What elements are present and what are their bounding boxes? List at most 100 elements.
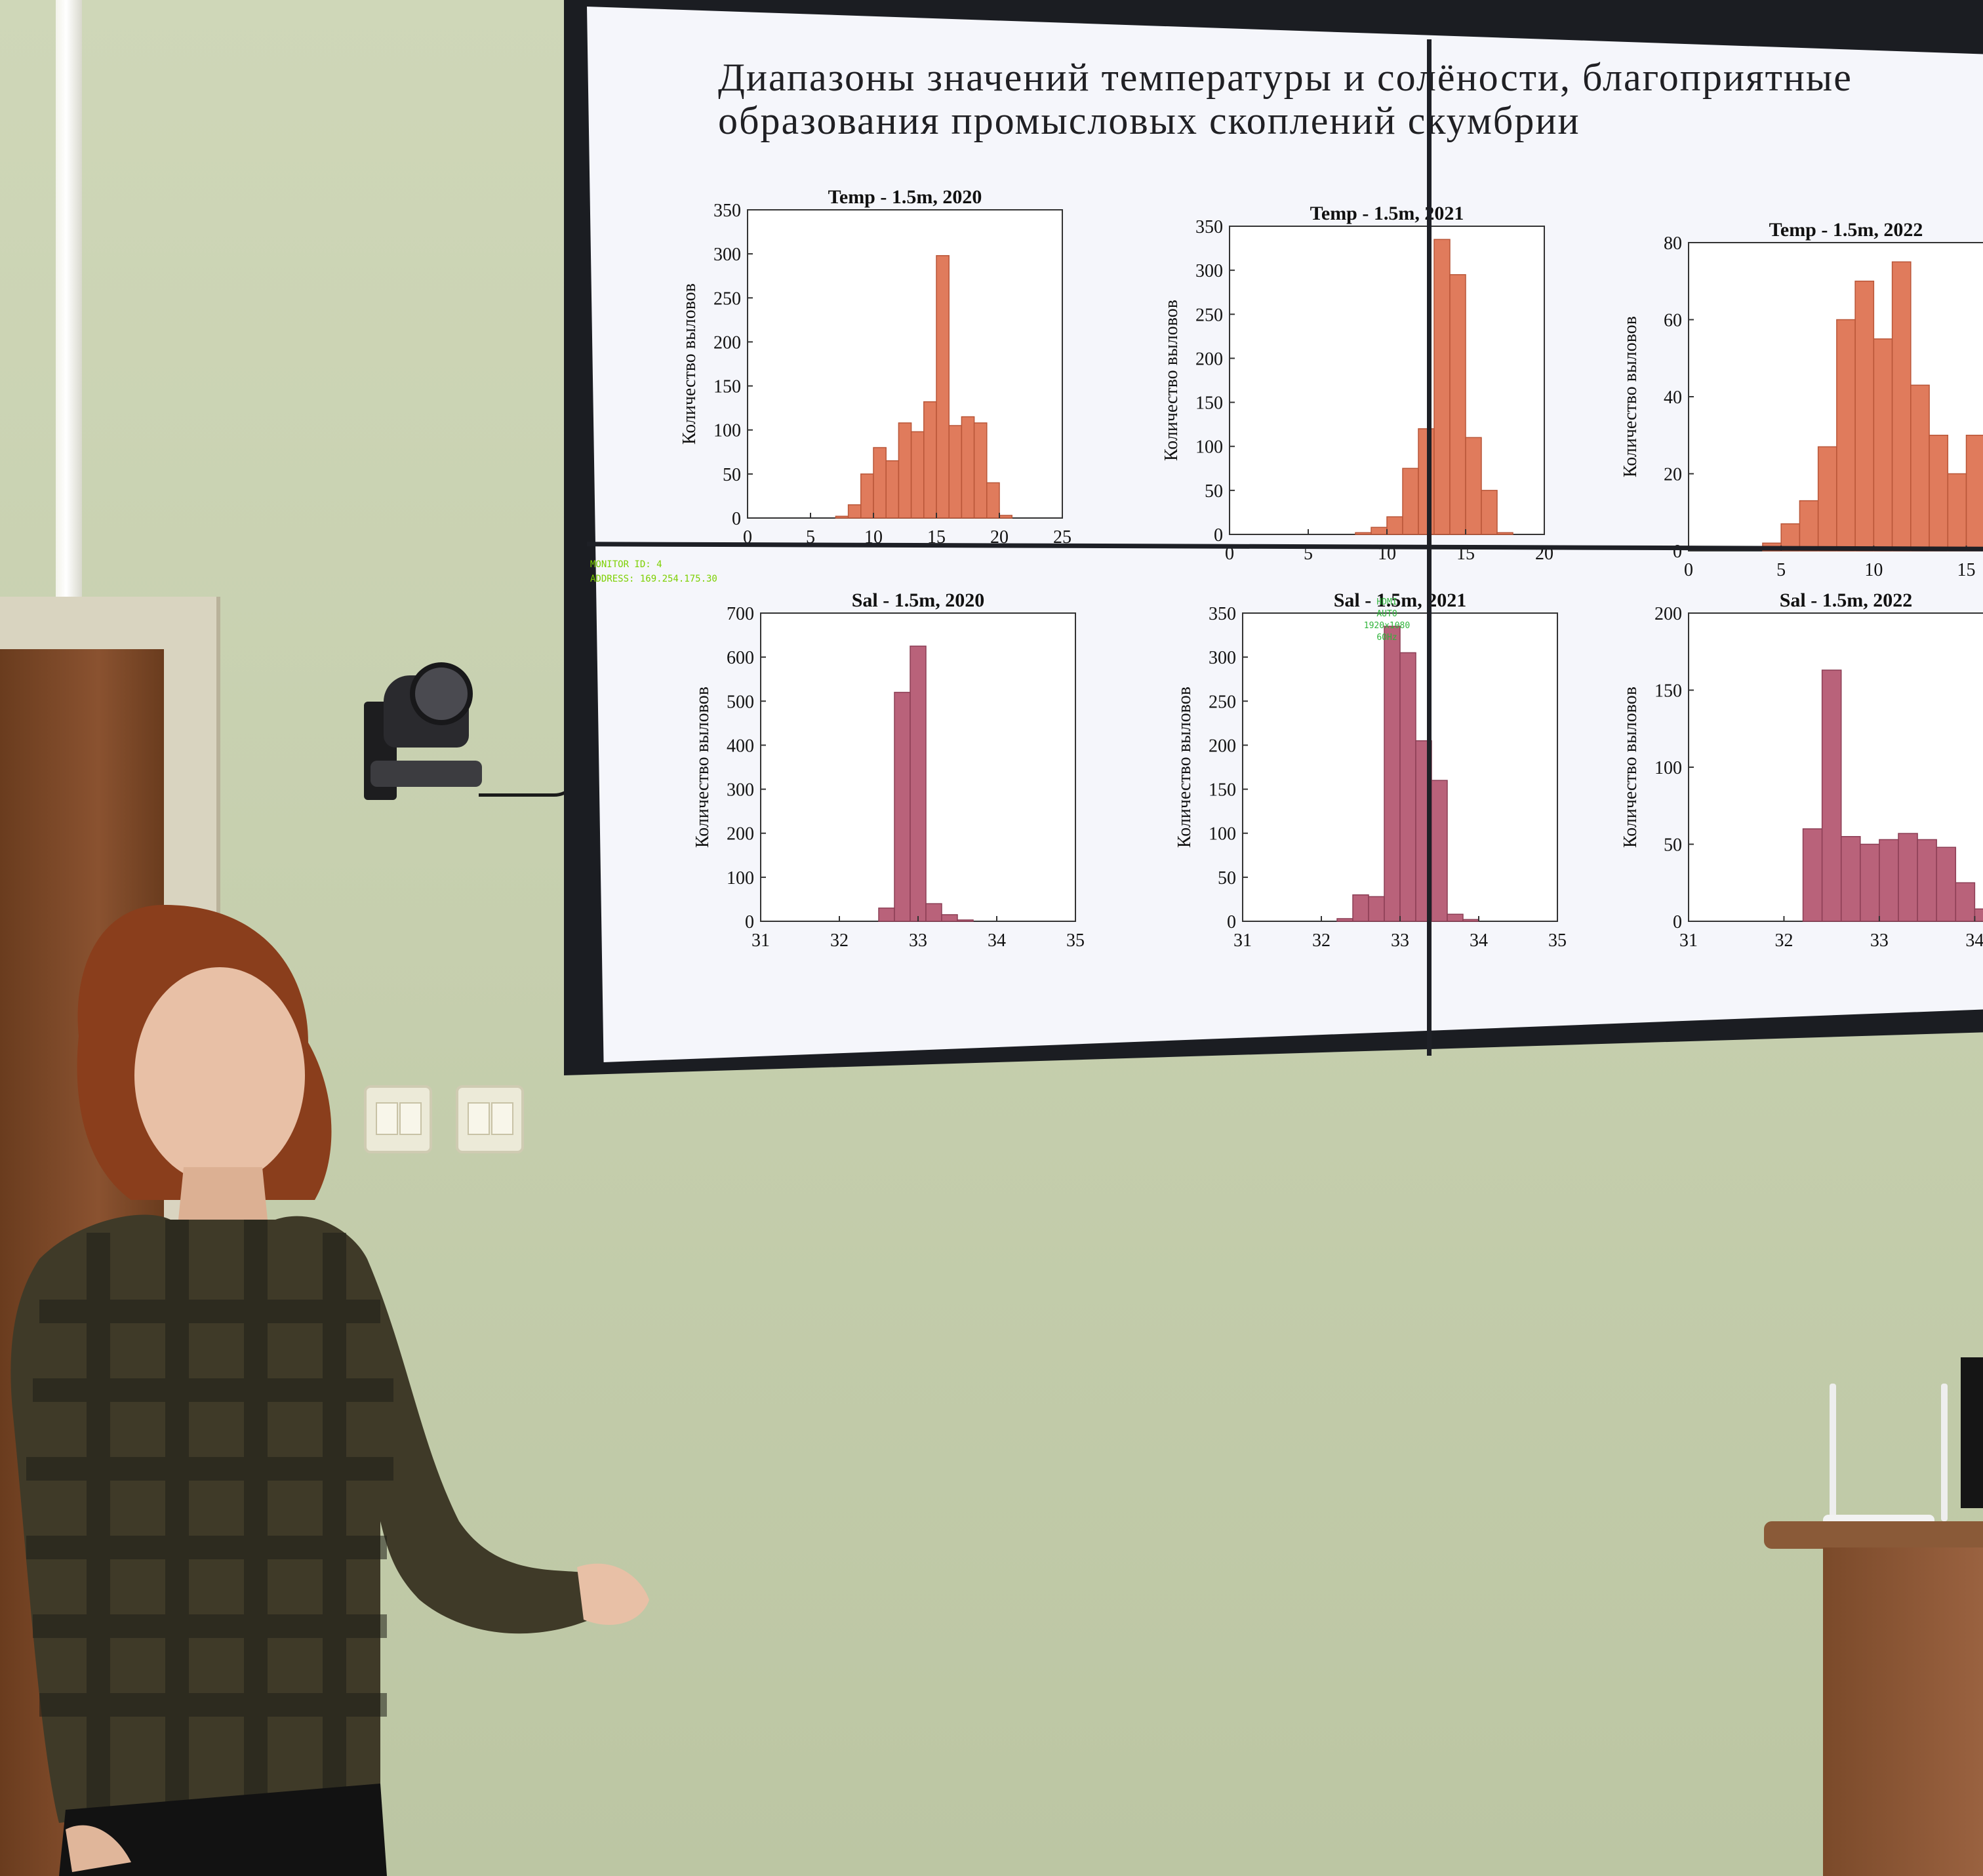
- histogram-bar: [973, 422, 988, 519]
- histogram-bar: [1368, 896, 1385, 922]
- histogram-bar: [1465, 437, 1482, 535]
- y-axis-label: Количество выловов: [1620, 687, 1641, 848]
- y-tick-label: 250: [1209, 692, 1236, 712]
- conference-camera: [364, 662, 482, 800]
- histogram-bar: [898, 422, 912, 519]
- x-tick-label: 0: [1684, 560, 1693, 580]
- chart-title: Sal - 1.5m, 2022: [1780, 589, 1913, 611]
- histogram-bar: [910, 645, 927, 922]
- histogram-temp-2022: Temp - 1.5m, 2022 0 20 40 60 80 0 5 10 15 Количест…: [1610, 216, 1983, 613]
- histogram-bar: [835, 515, 849, 519]
- y-axis-label: Количество выловов: [679, 283, 700, 445]
- y-tick-label: 50: [1664, 835, 1682, 856]
- histogram-bar: [1917, 839, 1937, 922]
- osd-monitor-id: MONITOR ID: 4: [590, 559, 662, 570]
- y-tick-label: 0: [1227, 912, 1236, 932]
- histogram-bar: [1929, 435, 1949, 551]
- switch-rocker[interactable]: [491, 1102, 513, 1135]
- y-tick-label: 0: [732, 509, 741, 529]
- y-tick-label: 100: [1654, 758, 1682, 778]
- osd-address: ADDRESS: 169.254.175.30: [590, 574, 717, 584]
- x-tick-label: 34: [988, 930, 1006, 951]
- presenter-shirt-plaid: [26, 1220, 393, 1816]
- presenter-neck: [177, 1167, 269, 1233]
- histogram-bar: [873, 447, 887, 519]
- chart-title: Temp - 1.5m, 2020: [828, 186, 982, 208]
- y-tick-label: 400: [727, 736, 754, 756]
- histogram-bar: [860, 473, 874, 519]
- y-tick-label: 200: [1209, 736, 1236, 756]
- histogram-bar: [986, 482, 1000, 519]
- switch-rocker[interactable]: [399, 1102, 422, 1135]
- y-tick-label: 150: [713, 377, 741, 397]
- histogram-svg: Sal - 1.5m, 2020 0 100 200 300 400 500 600 700 31…: [692, 589, 1085, 951]
- y-tick-label: 100: [727, 868, 754, 888]
- y-axis-label: Количество выловов: [1620, 316, 1641, 477]
- histogram-bar: [1355, 532, 1372, 535]
- desk: [1764, 1521, 1983, 1876]
- slide-title-line-1: Диапазоны значений температуры и солёнос…: [718, 56, 1853, 99]
- camera-lens-icon: [410, 662, 473, 725]
- y-tick-label: 350: [1195, 217, 1223, 237]
- histogram-bar: [1860, 843, 1880, 922]
- y-tick-label: 350: [1209, 604, 1236, 624]
- y-tick-label: 350: [713, 201, 741, 221]
- switch-rocker[interactable]: [468, 1102, 490, 1135]
- light-switch-right[interactable]: [456, 1085, 524, 1153]
- x-tick-label: 31: [1679, 930, 1698, 951]
- histogram-sal-2021: Sal - 1.5m, 2021 0 50 100 150 200 250 300 350 31 3…: [1164, 587, 1571, 984]
- histogram-bar: [1817, 446, 1837, 551]
- x-tick-label: 31: [751, 930, 770, 951]
- y-axis-label: Количество выловов: [1174, 687, 1195, 848]
- histogram-bar: [1386, 516, 1403, 535]
- histogram-bar: [894, 692, 911, 922]
- histogram-bar: [1955, 882, 1976, 922]
- y-tick-label: 700: [727, 604, 754, 624]
- histogram-bar: [1836, 319, 1856, 551]
- histogram-bar: [1974, 908, 1983, 922]
- y-tick-label: 600: [727, 648, 754, 668]
- histogram-bar: [957, 919, 974, 922]
- osd-green-line: 60Hz: [1376, 633, 1397, 643]
- histogram-bar: [1854, 281, 1875, 551]
- histogram-bar: [1402, 468, 1419, 535]
- histogram-bar: [925, 903, 942, 922]
- histogram-svg: Sal - 1.5m, 2021 0 50 100 150 200 250 300 350 31 3…: [1174, 589, 1567, 951]
- y-tick-label: 500: [727, 692, 754, 712]
- y-tick-label: 50: [723, 465, 741, 485]
- desk-body: [1823, 1547, 1983, 1876]
- histogram-bar: [1910, 384, 1930, 551]
- histogram-bar: [1873, 338, 1893, 551]
- monitor-edge: [1961, 1357, 1983, 1508]
- x-tick-label: 35: [1548, 930, 1567, 951]
- x-tick-label: 33: [1391, 930, 1409, 951]
- x-tick-label: 15: [1957, 560, 1976, 580]
- y-axis-label: Количество выловов: [692, 687, 713, 848]
- histogram-bar: [1840, 836, 1861, 922]
- y-tick-label: 300: [1195, 261, 1223, 281]
- y-tick-label: 150: [1195, 393, 1223, 414]
- y-axis-label: Количество выловов: [1161, 300, 1182, 461]
- x-tick-label: 10: [1864, 560, 1883, 580]
- histogram-bar: [1462, 919, 1479, 922]
- y-tick-label: 100: [1195, 437, 1223, 458]
- x-tick-label: 33: [909, 930, 927, 951]
- y-tick-label: 100: [1209, 824, 1236, 845]
- chart-title: Sal - 1.5m, 2021: [1334, 589, 1467, 611]
- chart-title: Sal - 1.5m, 2020: [852, 589, 985, 611]
- light-switch-left[interactable]: [364, 1085, 432, 1153]
- plot-area: [1229, 226, 1545, 535]
- histogram-bar: [1799, 500, 1819, 551]
- x-tick-label: 32: [830, 930, 849, 951]
- y-tick-label: 0: [1214, 525, 1223, 546]
- x-tick-label: 34: [1470, 930, 1488, 951]
- switch-rocker[interactable]: [376, 1102, 398, 1135]
- histogram-bar: [1371, 527, 1388, 535]
- histogram-bar: [1481, 490, 1498, 535]
- histogram-bar: [1336, 918, 1353, 922]
- histogram-temp-2020: Temp - 1.5m, 2020 0 50 100 150 200 250 300 350 0 5…: [669, 184, 1075, 580]
- y-tick-label: 100: [713, 421, 741, 441]
- presenter: [10, 905, 649, 1876]
- router-antenna: [1941, 1384, 1948, 1521]
